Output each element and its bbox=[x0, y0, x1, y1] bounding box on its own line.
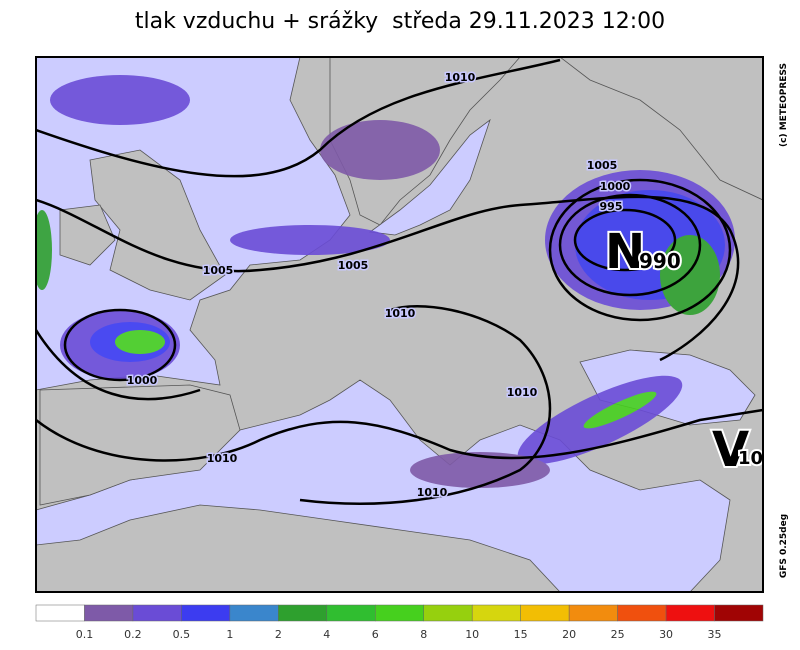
isobar-label: 1005 bbox=[587, 159, 618, 172]
isobar-label: 1010 bbox=[417, 486, 448, 499]
isobar-label: 1000 bbox=[127, 374, 158, 387]
legend-label: 0.5 bbox=[173, 628, 191, 641]
isobar-label: 1000 bbox=[600, 180, 631, 193]
legend-swatch bbox=[278, 604, 328, 622]
legend-swatch bbox=[520, 604, 570, 622]
legend-swatch bbox=[229, 604, 279, 622]
high-center-letter: V bbox=[712, 422, 749, 478]
legend-label: 20 bbox=[562, 628, 576, 641]
legend-swatch bbox=[665, 604, 715, 622]
legend-swatch bbox=[617, 604, 667, 622]
legend-label: 30 bbox=[659, 628, 673, 641]
legend-label: 1 bbox=[226, 628, 233, 641]
low-center-value: 990 bbox=[639, 249, 681, 273]
credit: (c) METEOPRESS bbox=[779, 63, 789, 147]
legend-swatch bbox=[375, 604, 424, 622]
isobar-label: 1010 bbox=[385, 307, 416, 320]
legend-label: 10 bbox=[465, 628, 479, 641]
legend-label: 6 bbox=[372, 628, 379, 641]
model-label: GFS 0.25deg bbox=[779, 514, 789, 578]
isobar-label: 1010 bbox=[445, 71, 476, 84]
map-title: tlak vzduchu + srážky středa 29.11.2023 … bbox=[135, 9, 665, 34]
isobar-label: 1010 bbox=[507, 386, 538, 399]
isobar-label: 1005 bbox=[203, 264, 234, 277]
legend-swatch bbox=[35, 604, 85, 622]
legend-label: 4 bbox=[323, 628, 330, 641]
legend-label: 25 bbox=[611, 628, 625, 641]
high-center-value: 1024 bbox=[738, 448, 788, 469]
legend-label: 35 bbox=[708, 628, 722, 641]
legend-swatch bbox=[714, 604, 764, 622]
legend-label: 15 bbox=[514, 628, 528, 641]
map: 1010 1005 1000 995 1005 1005 1010 1010 1… bbox=[35, 56, 788, 593]
legend-swatch bbox=[181, 604, 231, 622]
legend-label: 8 bbox=[420, 628, 427, 641]
legend-swatch bbox=[84, 604, 134, 622]
legend-swatch bbox=[471, 604, 521, 622]
legend-label: 0.2 bbox=[124, 628, 142, 641]
isobar-label: 1010 bbox=[207, 452, 238, 465]
legend-label: 2 bbox=[275, 628, 282, 641]
legend-swatch bbox=[423, 604, 473, 622]
legend: 0.1 0.2 0.5 1 2 4 6 8 10 15 20 25 30 35 bbox=[35, 604, 764, 641]
isobar-label: 1005 bbox=[338, 259, 369, 272]
legend-swatch bbox=[568, 604, 618, 622]
legend-label: 0.1 bbox=[76, 628, 94, 641]
low-center-letter: N bbox=[605, 224, 645, 280]
legend-swatch bbox=[132, 604, 182, 622]
isobar-label: 995 bbox=[600, 200, 623, 213]
legend-swatch bbox=[326, 604, 376, 622]
